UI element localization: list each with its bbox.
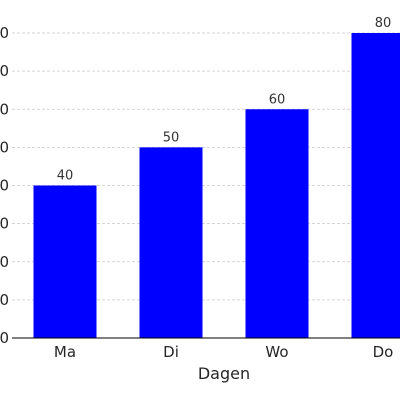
y-tick-label: 0 [0, 62, 9, 80]
x-tick-label: Di [163, 343, 179, 361]
y-tick-label: 0 [0, 177, 9, 195]
bar-do [351, 33, 400, 338]
bar-value-label: 50 [163, 130, 180, 145]
bar-value-label: 60 [269, 92, 286, 107]
bars-group [33, 33, 400, 338]
bar-wo [245, 109, 309, 338]
value-labels-group: 40 50 60 80 [57, 16, 392, 184]
x-tick-label: Wo [265, 343, 288, 361]
y-tick-labels-group: 0 0 0 0 0 0 0 0 0 [0, 24, 9, 347]
y-tick-label: 0 [0, 24, 9, 42]
y-tick-label: 0 [0, 100, 9, 118]
y-tick-label: 0 [0, 291, 9, 309]
y-tick-label: 0 [0, 215, 9, 233]
bar-di [139, 147, 203, 338]
bar-value-label: 40 [57, 169, 74, 184]
x-tick-label: Ma [54, 343, 76, 361]
y-tick-label: 0 [0, 329, 9, 347]
y-tick-label: 0 [0, 138, 9, 156]
x-axis-title: Dagen [198, 364, 250, 383]
y-tick-label: 0 [0, 253, 9, 271]
x-tick-labels-group: Ma Di Wo Do [54, 343, 393, 361]
bar-ma [33, 185, 97, 338]
x-tick-label: Do [373, 343, 394, 361]
bar-value-label: 80 [375, 16, 392, 31]
